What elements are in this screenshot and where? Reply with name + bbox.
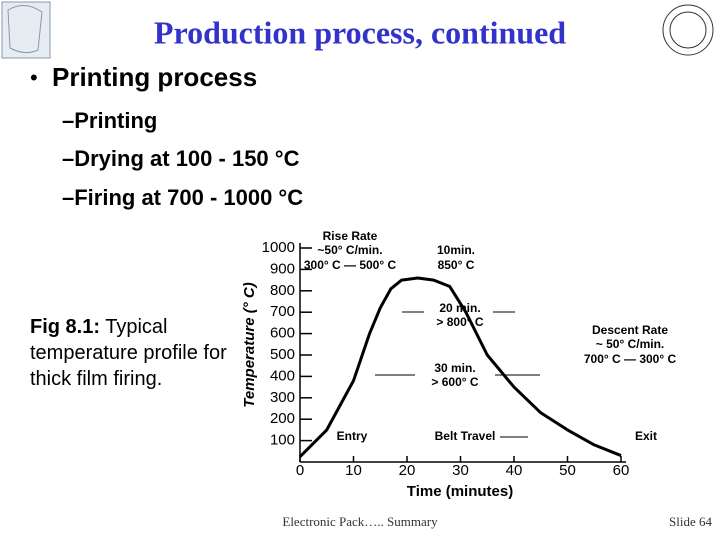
y-tick-label: 500 xyxy=(270,346,295,363)
bullet-item: –Printing xyxy=(62,108,157,133)
x-tick-label: 50 xyxy=(559,462,576,479)
bullet-main: Printing process xyxy=(52,62,257,92)
y-tick-label: 100 xyxy=(270,432,295,449)
slide-number: Slide 64 xyxy=(669,514,712,529)
footer-center: Electronic Pack….. Summary xyxy=(282,514,438,529)
annotation: > 800° C xyxy=(436,315,483,329)
annotation: > 600° C xyxy=(431,375,478,389)
y-tick-label: 300 xyxy=(270,389,295,406)
bullet: • xyxy=(30,65,38,90)
annotation: 700° C — 300° C xyxy=(584,352,677,366)
y-tick-label: 200 xyxy=(270,410,295,427)
annotation: 20 min. xyxy=(439,301,480,315)
y-tick-label: 1000 xyxy=(262,239,295,256)
annotation: Rise Rate xyxy=(323,229,378,243)
y-tick-label: 600 xyxy=(270,325,295,342)
x-tick-label: 60 xyxy=(613,462,630,479)
y-tick-label: 400 xyxy=(270,367,295,384)
annotation: Belt Travel xyxy=(435,429,496,443)
x-tick-label: 20 xyxy=(399,462,416,479)
y-axis-label: Temperature (° C) xyxy=(241,282,258,407)
annotation: ~ 50° C/min. xyxy=(596,337,665,351)
annotation: ~50° C/min. xyxy=(317,243,382,257)
annotation: 300° C — 500° C xyxy=(304,258,397,272)
figure: 100 200 300 400 500 600 700 800 900 1000 0 10 20 30 40… xyxy=(241,229,677,500)
annotation: 850° C xyxy=(438,258,475,272)
x-tick-label: 0 xyxy=(296,462,304,479)
caption: Fig 8.1: Typical temperature profile for… xyxy=(30,316,227,390)
annotation: Entry xyxy=(337,429,368,443)
line-series xyxy=(298,276,622,458)
caption-label: Fig 8.1: xyxy=(30,316,101,338)
bullet-item: –Firing at 700 - 1000 °C xyxy=(62,185,303,210)
x-axis-label: Time (minutes) xyxy=(407,483,513,500)
y-tick-label: 800 xyxy=(270,282,295,299)
y-tick-label: 900 xyxy=(270,260,295,277)
annotation: 30 min. xyxy=(434,361,475,375)
x-tick-label: 30 xyxy=(452,462,469,479)
logo-right xyxy=(662,4,714,56)
logo-left xyxy=(1,1,51,59)
bullet-item: –Drying at 100 - 150 °C xyxy=(62,146,300,171)
caption-text: Typical temperature profile for thick fi… xyxy=(30,316,227,390)
slide-title: Production process, continued xyxy=(154,14,566,50)
x-tick-label: 10 xyxy=(345,462,362,479)
annotation: 10min. xyxy=(437,243,475,257)
x-tick-label: 40 xyxy=(506,462,523,479)
y-tick-label: 700 xyxy=(270,303,295,320)
annotation: Descent Rate xyxy=(592,323,668,337)
annotation: Exit xyxy=(635,429,657,443)
